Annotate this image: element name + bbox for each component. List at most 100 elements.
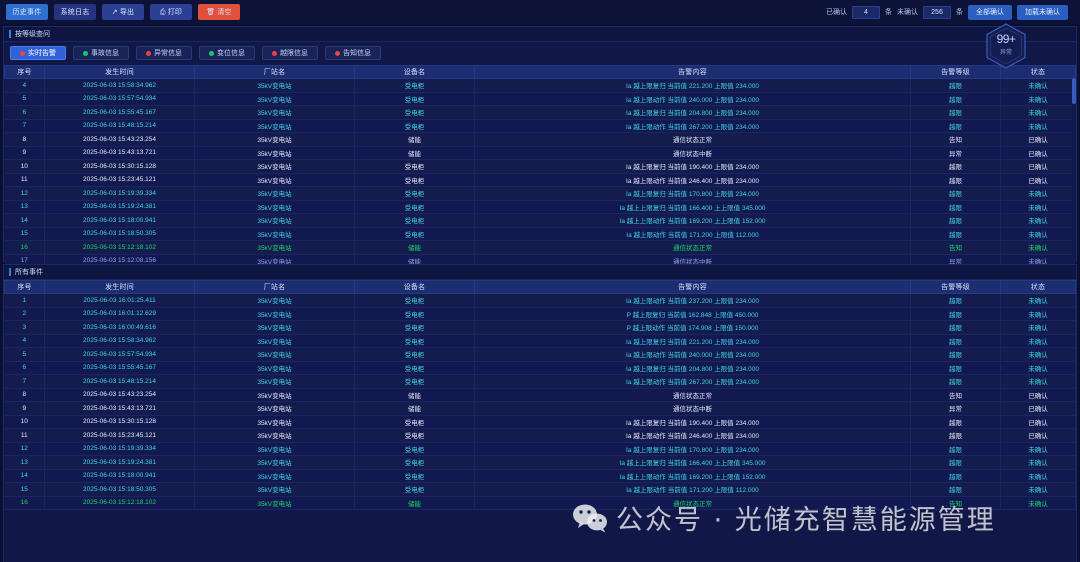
table-row[interactable]: 8 2025-06-03 15:43:23.254 35kV变电站 储能 通信状态正常告…: [4, 132, 1076, 147]
cell-level: 告知: [910, 388, 1001, 402]
cell-no: 12: [4, 442, 45, 456]
cell-device: 储能: [354, 146, 475, 160]
column-header-4[interactable]: 设备名: [354, 65, 475, 79]
cell-level: 越限: [910, 455, 1001, 470]
alarm-tab-5[interactable]: 越限信息: [262, 46, 318, 60]
alarm-tab-4[interactable]: 变位信息: [199, 46, 255, 60]
table-row[interactable]: 9 2025-06-03 15:43:13.721 35kV变电站 储能 通信状态中断异…: [4, 401, 1076, 416]
alarm-panel-title: 按等级查问: [15, 31, 50, 38]
table-row[interactable]: 7 2025-06-03 15:48:15.214 35kV变电站 受电柜 Ia 越上限…: [4, 374, 1076, 389]
cell-level: 越限: [910, 227, 1001, 241]
alarm-table-scrollbar[interactable]: [1072, 78, 1076, 268]
cell-level: 越限: [910, 374, 1001, 389]
table-row[interactable]: 8 2025-06-03 15:43:23.254 35kV变电站 储能 通信状态正常告…: [4, 388, 1076, 402]
table-row[interactable]: 13 2025-06-03 15:19:24.381 35kV变电站 受电柜 Ia 越上…: [4, 200, 1076, 214]
table-row[interactable]: 12 2025-06-03 15:19:39.334 35kV变电站 受电柜 Ia 越上…: [4, 442, 1076, 456]
table-row[interactable]: 16 2025-06-03 15:12:18.102 35kV变电站 储能 通信状态正常…: [4, 240, 1076, 255]
table-row[interactable]: 15 2025-06-03 15:18:50.305 35kV变电站 受电柜 Ia 越上…: [4, 482, 1076, 497]
table-row[interactable]: 1 2025-06-03 16:01:25.411 35kV变电站 受电柜 Ia 越上限…: [4, 293, 1076, 308]
table-row[interactable]: 9 2025-06-03 15:43:13.721 35kV变电站 储能 通信状态中断异…: [4, 146, 1076, 160]
column-header-4[interactable]: 设备名: [354, 280, 475, 294]
cell-content: Ia 越上限动作 当前值 267.200 上限值 234.000: [474, 119, 911, 133]
table-row[interactable]: 10 2025-06-03 15:30:15.128 35kV变电站 受电柜 Ia 越上…: [4, 159, 1076, 174]
column-header-3[interactable]: 厂站名: [194, 65, 355, 79]
column-header-5[interactable]: 告警内容: [474, 280, 911, 294]
events-table-wrap: 序号 发生时间 厂站名 设备名 告警内容 告警等级 状态 1 2025-06-03 16:01…: [4, 280, 1076, 510]
load-unconfirmed-button[interactable]: 加载未确认: [1017, 4, 1068, 20]
cell-status: 未确认: [1000, 119, 1076, 133]
cell-time: 2025-06-03 15:57:54.934: [44, 92, 195, 106]
table-row[interactable]: 14 2025-06-03 15:18:00.941 35kV变电站 受电柜 Ia 越上…: [4, 469, 1076, 483]
column-header-1[interactable]: 序号: [4, 280, 45, 294]
cell-no: 4: [4, 334, 45, 348]
column-header-2[interactable]: 发生时间: [44, 65, 195, 79]
cell-device: 受电柜: [354, 415, 475, 429]
column-header-7[interactable]: 状态: [1000, 280, 1076, 294]
alarm-tab-2[interactable]: 事故信息: [73, 46, 129, 60]
cell-level: 越限: [910, 320, 1001, 335]
cell-content: Ia 越上限复归 当前值 170.800 上限值 234.000: [474, 442, 911, 456]
table-row[interactable]: 10 2025-06-03 15:30:15.128 35kV变电站 受电柜 Ia 越上…: [4, 415, 1076, 429]
abnormal-count-badge[interactable]: 99+ 异常: [984, 22, 1028, 70]
toolbar-button-5[interactable]: 🗑 清空: [198, 4, 240, 20]
toolbar-button-3[interactable]: ↗ 导出: [102, 4, 144, 20]
alarm-tab-3[interactable]: 异常信息: [136, 46, 192, 60]
table-row[interactable]: 16 2025-06-03 15:12:18.102 35kV变电站 储能 通信状态正常…: [4, 496, 1076, 510]
cell-no: 15: [4, 482, 45, 497]
table-row[interactable]: 13 2025-06-03 15:19:24.381 35kV变电站 受电柜 Ia 越上…: [4, 455, 1076, 470]
cell-time: 2025-06-03 15:43:13.721: [44, 146, 195, 160]
toolbar-status-group: 已确认 4 条 未确认 256 条 全部确认 加载未确认: [826, 4, 1074, 20]
table-row[interactable]: 11 2025-06-03 15:23:45.121 35kV变电站 受电柜 Ia 越上…: [4, 428, 1076, 443]
cell-time: 2025-06-03 15:58:34.962: [44, 78, 195, 93]
table-row[interactable]: 4 2025-06-03 15:58:34.962 35kV变电站 受电柜 Ia 越上限…: [4, 78, 1076, 93]
confirm-all-button[interactable]: 全部确认: [968, 4, 1012, 20]
column-header-1[interactable]: 序号: [4, 65, 45, 79]
table-row[interactable]: 12 2025-06-03 15:19:39.334 35kV变电站 受电柜 Ia 越上…: [4, 186, 1076, 201]
cell-time: 2025-06-03 15:48:15.214: [44, 374, 195, 389]
unconfirmed-label: 未确认: [897, 9, 918, 16]
cell-level: 越限: [910, 92, 1001, 106]
cell-content: Ia 越上限动作 当前值 240.000 上限值 234.000: [474, 92, 911, 106]
badge-label: 异常: [999, 49, 1012, 56]
alarm-tab-label: 越限信息: [280, 50, 308, 57]
events-panel-header: 所有事件: [4, 265, 1076, 280]
table-row[interactable]: 5 2025-06-03 15:57:54.934 35kV变电站 受电柜 Ia 越上限…: [4, 92, 1076, 106]
cell-time: 2025-06-03 15:19:39.334: [44, 186, 195, 201]
toolbar-button-4[interactable]: ⎙ 打印: [150, 4, 192, 20]
column-header-5[interactable]: 告警内容: [474, 65, 911, 79]
column-header-6[interactable]: 告警等级: [910, 280, 1001, 294]
cell-device: 受电柜: [354, 320, 475, 335]
cell-level: 越限: [910, 105, 1001, 120]
cell-station: 35kV变电站: [194, 442, 355, 456]
cell-no: 14: [4, 213, 45, 228]
table-row[interactable]: 14 2025-06-03 15:18:00.941 35kV变电站 受电柜 Ia 越上…: [4, 213, 1076, 228]
table-row[interactable]: 3 2025-06-03 16:00:49.616 35kV变电站 受电柜 P 越上限动…: [4, 320, 1076, 335]
table-row[interactable]: 2 2025-06-03 16:01:12.629 35kV变电站 受电柜 P 越上限复…: [4, 307, 1076, 321]
scrollbar-thumb[interactable]: [1072, 78, 1076, 104]
cell-no: 9: [4, 401, 45, 416]
cell-no: 3: [4, 320, 45, 335]
toolbar-button-2[interactable]: 系统日志: [54, 4, 96, 20]
table-row[interactable]: 11 2025-06-03 15:23:45.121 35kV变电站 受电柜 Ia 越上…: [4, 173, 1076, 187]
table-row[interactable]: 6 2025-06-03 15:55:45.167 35kV变电站 受电柜 Ia 越上限…: [4, 361, 1076, 375]
cell-no: 13: [4, 200, 45, 214]
cell-no: 7: [4, 119, 45, 133]
alarm-tab-6[interactable]: 告知信息: [325, 46, 381, 60]
table-row[interactable]: 15 2025-06-03 15:18:50.305 35kV变电站 受电柜 Ia 越上…: [4, 227, 1076, 241]
table-row[interactable]: 7 2025-06-03 15:48:15.214 35kV变电站 受电柜 Ia 越上限…: [4, 119, 1076, 133]
cell-status: 未确认: [1000, 227, 1076, 241]
toolbar-button-1[interactable]: 历史事件: [6, 4, 48, 20]
column-header-6[interactable]: 告警等级: [910, 65, 1001, 79]
cell-device: 受电柜: [354, 374, 475, 389]
table-row[interactable]: 5 2025-06-03 15:57:54.934 35kV变电站 受电柜 Ia 越上限…: [4, 347, 1076, 362]
column-header-3[interactable]: 厂站名: [194, 280, 355, 294]
cell-content: Ia 越上上限动作 当前值 169.200 上上限值 152.000: [474, 469, 911, 483]
alarm-tab-1[interactable]: 实时告警: [10, 46, 66, 60]
table-row[interactable]: 4 2025-06-03 15:58:34.962 35kV变电站 受电柜 Ia 越上限…: [4, 334, 1076, 348]
cell-level: 越限: [910, 200, 1001, 214]
column-header-7[interactable]: 状态: [1000, 65, 1076, 79]
cell-content: 通信状态正常: [474, 496, 911, 510]
alarm-tab-label: 告知信息: [343, 50, 371, 57]
column-header-2[interactable]: 发生时间: [44, 280, 195, 294]
table-row[interactable]: 6 2025-06-03 15:55:45.167 35kV变电站 受电柜 Ia 越上限…: [4, 105, 1076, 120]
